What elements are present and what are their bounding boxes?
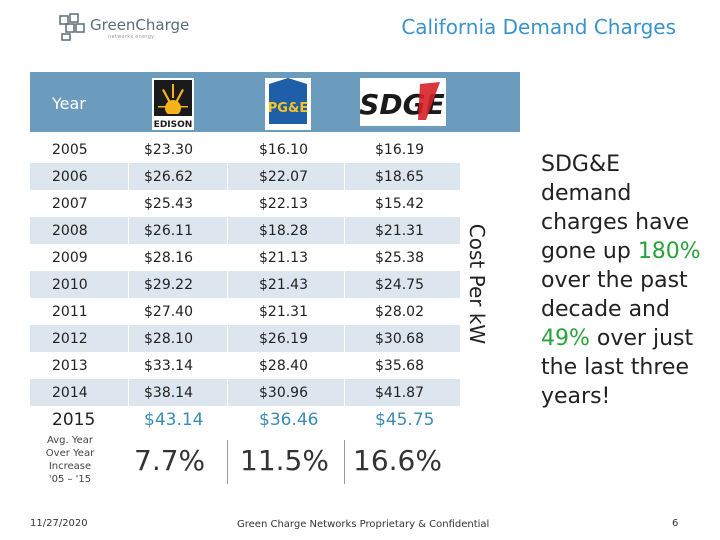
edison-cell: $33.14 bbox=[144, 358, 193, 374]
year-cell: 2010 bbox=[52, 277, 88, 293]
year-header: Year bbox=[52, 94, 86, 113]
cost-per-kw-text: Cost Per kW bbox=[465, 223, 489, 345]
year-cell: 2013 bbox=[52, 358, 88, 374]
sdge-cell: $30.68 bbox=[375, 331, 424, 347]
sdge-average: 16.6% bbox=[353, 444, 442, 477]
pge-cell: $36.46 bbox=[259, 410, 319, 430]
table-row: 2009 $28.16 $21.13 $25.38 bbox=[30, 244, 460, 271]
pge-cell: $22.07 bbox=[259, 169, 308, 185]
table-row: 2013 $33.14 $28.40 $35.68 bbox=[30, 352, 460, 379]
edison-logo-icon: EDISON bbox=[152, 78, 194, 130]
year-cell: 2015 bbox=[52, 410, 96, 430]
sdge-cell: $16.19 bbox=[375, 142, 424, 158]
edison-average: 7.7% bbox=[134, 444, 206, 477]
sdge-cell: $45.75 bbox=[375, 410, 435, 430]
average-divider bbox=[344, 440, 345, 484]
callout-part-2: over the past decade and bbox=[541, 268, 688, 322]
pge-cell: $21.43 bbox=[259, 277, 308, 293]
column-divider bbox=[128, 136, 129, 436]
year-cell: 2008 bbox=[52, 223, 88, 239]
callout-part-3: over just the last three years! bbox=[541, 326, 694, 409]
table-row: 2012 $28.10 $26.19 $30.68 bbox=[30, 325, 460, 352]
year-cell: 2011 bbox=[52, 304, 88, 320]
sdge-cell: $24.75 bbox=[375, 277, 424, 293]
edison-cell: $26.11 bbox=[144, 223, 193, 239]
edison-cell: $26.62 bbox=[144, 169, 193, 185]
table-header: Year EDISON bbox=[30, 72, 520, 132]
page-number: 6 bbox=[672, 518, 679, 529]
table-row: 2014 $38.14 $30.96 $41.87 bbox=[30, 379, 460, 406]
brand-tagline: networks energy bbox=[108, 34, 155, 40]
column-divider bbox=[227, 136, 228, 436]
year-cell: 2006 bbox=[52, 169, 88, 185]
edison-cell: $43.14 bbox=[144, 410, 204, 430]
callout-highlight-49: 49% bbox=[541, 326, 590, 351]
average-increase-row: Avg. Year Over Year Increase '05 – '15 7… bbox=[30, 430, 460, 492]
pge-cell: $21.13 bbox=[259, 250, 308, 266]
edison-cell: $29.22 bbox=[144, 277, 193, 293]
pge-cell: $16.10 bbox=[259, 142, 308, 158]
edison-cell: $27.40 bbox=[144, 304, 193, 320]
sdge-cell: $41.87 bbox=[375, 385, 424, 401]
pge-cell: $30.96 bbox=[259, 385, 308, 401]
edison-cell: $28.16 bbox=[144, 250, 193, 266]
pge-cell: $28.40 bbox=[259, 358, 308, 374]
edison-cell: $25.43 bbox=[144, 196, 193, 212]
year-cell: 2012 bbox=[52, 331, 88, 347]
year-cell: 2005 bbox=[52, 142, 88, 158]
sdge-cell: $28.02 bbox=[375, 304, 424, 320]
sdge-cell: $21.31 bbox=[375, 223, 424, 239]
slide-title: California Demand Charges bbox=[401, 15, 676, 39]
year-cell: 2009 bbox=[52, 250, 88, 266]
table-row: 2005 $23.30 $16.10 $16.19 bbox=[30, 136, 460, 163]
edison-cell: $38.14 bbox=[144, 385, 193, 401]
sdge-cell: $18.65 bbox=[375, 169, 424, 185]
pge-cell: $22.13 bbox=[259, 196, 308, 212]
svg-text:PG&E: PG&E bbox=[268, 101, 308, 116]
average-divider bbox=[227, 440, 228, 484]
cost-per-kw-label: Cost Per kW bbox=[462, 200, 492, 370]
greencharge-mark-icon bbox=[59, 13, 85, 41]
callout-text: SDG&E demand charges have gone up 180% o… bbox=[541, 150, 711, 411]
brand-name: GreenCharge bbox=[90, 16, 190, 34]
demand-charges-table: Year EDISON bbox=[30, 72, 520, 492]
table-row: 2011 $27.40 $21.31 $28.02 bbox=[30, 298, 460, 325]
table-row: 2015 $43.14 $36.46 $45.75 bbox=[30, 406, 460, 436]
edison-cell: $28.10 bbox=[144, 331, 193, 347]
column-divider bbox=[344, 136, 345, 436]
edison-cell: $23.30 bbox=[144, 142, 193, 158]
table-row: 2008 $26.11 $18.28 $21.31 bbox=[30, 217, 460, 244]
svg-text:EDISON: EDISON bbox=[154, 120, 193, 130]
year-cell: 2007 bbox=[52, 196, 88, 212]
table-row: 2006 $26.62 $22.07 $18.65 bbox=[30, 163, 460, 190]
pge-cell: $21.31 bbox=[259, 304, 308, 320]
footer-confidential: Green Charge Networks Proprietary & Conf… bbox=[237, 519, 490, 530]
sdge-cell: $35.68 bbox=[375, 358, 424, 374]
pge-cell: $18.28 bbox=[259, 223, 308, 239]
sdge-cell: $15.42 bbox=[375, 196, 424, 212]
table-row: 2007 $25.43 $22.13 $15.42 bbox=[30, 190, 460, 217]
sdge-logo-icon: SDGE bbox=[359, 78, 446, 126]
pge-cell: $26.19 bbox=[259, 331, 308, 347]
pge-logo-icon: PG&E bbox=[265, 78, 311, 130]
greencharge-logo: GreenCharge networks energy bbox=[58, 12, 189, 46]
year-cell: 2014 bbox=[52, 385, 88, 401]
footer-date: 11/27/2020 bbox=[30, 518, 88, 529]
callout-highlight-180: 180% bbox=[637, 239, 701, 264]
sdge-cell: $25.38 bbox=[375, 250, 424, 266]
pge-average: 11.5% bbox=[240, 444, 329, 477]
average-increase-label: Avg. Year Over Year Increase '05 – '15 bbox=[45, 435, 95, 485]
callout-part-1: SDG&E demand charges have gone up bbox=[541, 152, 690, 264]
table-row: 2010 $29.22 $21.43 $24.75 bbox=[30, 271, 460, 298]
